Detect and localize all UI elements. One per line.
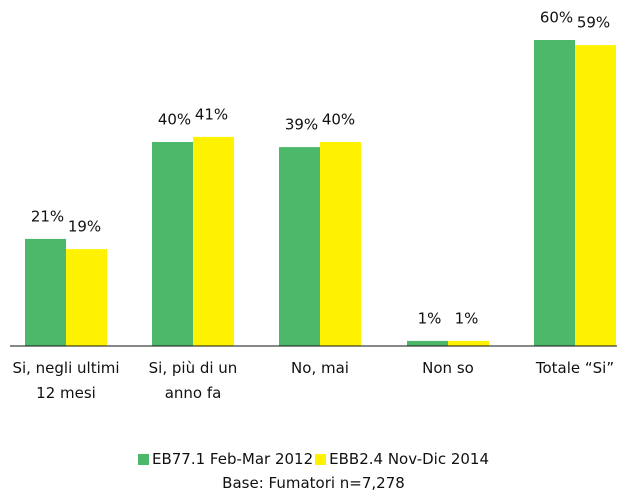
bar: [320, 142, 361, 346]
legend-label: EB77.1 Feb-Mar 2012: [151, 450, 314, 468]
legend-label: EBB2.4 Nov-Dic 2014: [329, 450, 490, 468]
bar: [152, 142, 193, 346]
value-label: 59%: [577, 14, 610, 32]
x-tick-label: Si, negli ultimi 12 mesi: [12, 359, 120, 402]
bar: [575, 45, 616, 346]
legend-item: EB77.1 Feb-Mar 2012: [137, 450, 314, 468]
bar: [407, 340, 448, 346]
bar: [193, 136, 234, 346]
x-tick-label: Totale “Si”: [535, 359, 615, 377]
value-label: 41%: [195, 105, 228, 123]
x-tick-label: Non so: [422, 359, 474, 377]
bar: [534, 40, 575, 346]
bar: [66, 249, 107, 346]
legend-swatch: [315, 453, 327, 465]
bar: [25, 238, 66, 346]
value-label: 60%: [540, 9, 573, 27]
value-label: 19%: [68, 218, 101, 236]
value-label: 1%: [418, 309, 442, 327]
footnote: Base: Fumatori n=7,278: [222, 474, 405, 492]
bar: [279, 147, 320, 346]
value-label: 21%: [31, 207, 64, 225]
value-label: 40%: [158, 111, 191, 129]
x-tick-label: Si, più di un anno fa: [148, 359, 238, 402]
value-label: 40%: [322, 111, 355, 129]
legend-swatch: [137, 453, 149, 465]
legend: EB77.1 Feb-Mar 2012 EBB2.4 Nov-Dic 2014: [0, 450, 627, 468]
legend-item: EBB2.4 Nov-Dic 2014: [315, 450, 489, 468]
value-label: 1%: [455, 309, 479, 327]
x-tick-label: No, mai: [291, 359, 349, 377]
value-label: 39%: [285, 116, 318, 134]
bar: [448, 340, 489, 346]
